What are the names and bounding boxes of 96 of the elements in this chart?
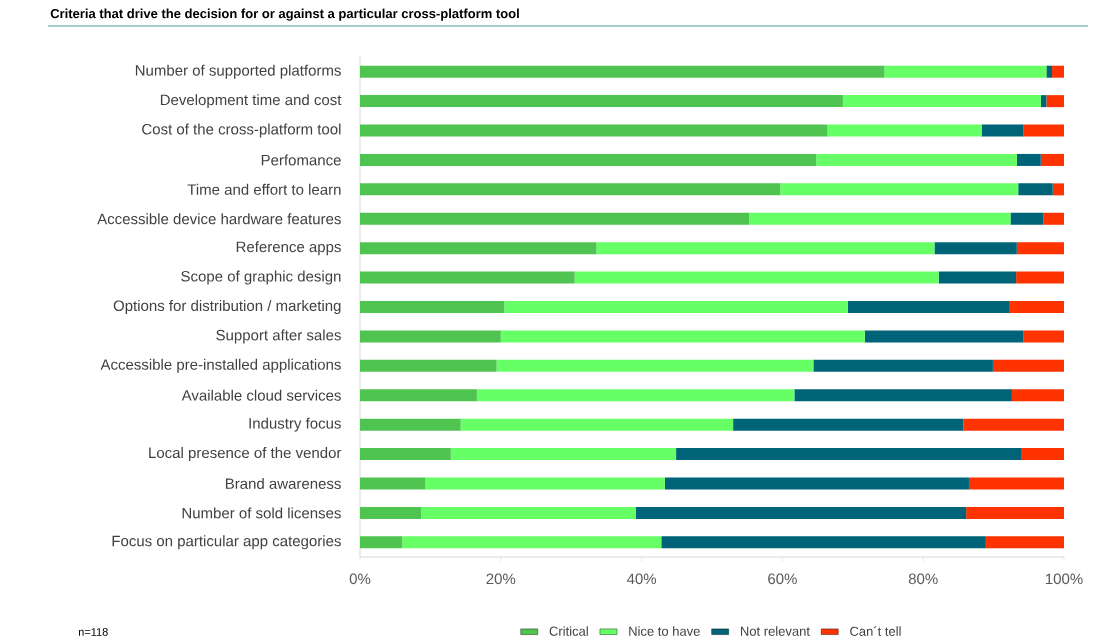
y-tick-label: Focus on particular app categories <box>112 535 341 550</box>
y-tick-label: Industry focus <box>249 417 341 432</box>
bar <box>966 506 1065 519</box>
bar <box>360 389 477 402</box>
bar <box>1052 65 1065 78</box>
bar <box>661 536 986 549</box>
bar <box>842 95 1041 108</box>
bar <box>402 536 662 549</box>
bar <box>813 359 993 372</box>
bar <box>360 65 885 78</box>
y-tick-label: Reference apps <box>236 241 341 256</box>
bar <box>938 271 1017 284</box>
legend-label: Not relevant <box>740 626 810 636</box>
bar <box>360 212 750 225</box>
bar <box>360 271 575 284</box>
bar <box>1046 95 1065 108</box>
bar <box>934 242 1017 255</box>
bar <box>1040 153 1065 166</box>
bar <box>1016 153 1041 166</box>
bar <box>1043 212 1065 225</box>
x-tick-label: 80% <box>908 573 938 585</box>
bar <box>496 359 814 372</box>
text: n=118 <box>78 628 108 636</box>
x-tick-label: 20% <box>486 573 516 585</box>
y-tick-label: Accessible device hardware features <box>97 213 341 225</box>
legend-label: Critical <box>549 626 588 636</box>
y-tick-label: Time and effort to learn <box>187 183 341 195</box>
bar <box>360 183 781 196</box>
bar <box>749 212 1011 225</box>
bar <box>360 448 451 461</box>
bar <box>504 301 848 314</box>
bar <box>360 153 817 166</box>
bar <box>992 359 1065 372</box>
y-tick-label: Scope of graphic design <box>181 270 341 285</box>
bar <box>1016 271 1065 284</box>
bar <box>985 536 1065 549</box>
bar <box>968 477 1065 490</box>
bar <box>1021 448 1065 461</box>
bar <box>794 389 1012 402</box>
legend-label: Can´t tell <box>850 626 901 636</box>
chart-title: Criteria that drive the decision for or against a particular cross-platform tool <box>50 8 519 21</box>
bar <box>421 506 636 519</box>
y-tick-label: Accessible pre-installed applications <box>100 358 341 373</box>
bar <box>780 183 1019 196</box>
bar <box>864 330 1024 343</box>
bar <box>1009 301 1065 314</box>
bar <box>1011 389 1065 402</box>
bar <box>1010 212 1044 225</box>
bar <box>664 477 969 490</box>
bar <box>1046 65 1053 78</box>
bar <box>450 448 677 461</box>
y-tick-label: Number of supported platforms <box>135 64 341 79</box>
bar <box>635 506 967 519</box>
y-tick-label: Options for distribution / marketing <box>113 300 341 314</box>
y-tick-label: Perfomance <box>261 154 341 166</box>
bar <box>360 242 597 255</box>
bar <box>476 389 795 402</box>
bar <box>360 301 505 314</box>
bar <box>847 301 1010 314</box>
y-tick-label: Available cloud services <box>181 389 341 401</box>
bar <box>360 506 422 519</box>
bar <box>1018 183 1053 196</box>
bar <box>596 242 935 255</box>
bar <box>1023 330 1065 343</box>
bar <box>360 95 843 108</box>
bar <box>425 477 665 490</box>
legend-label: Nice to have <box>629 626 700 636</box>
x-tick-label: 60% <box>768 573 797 585</box>
y-tick-label: Number of sold licenses <box>182 507 341 519</box>
x-tick-label: 100% <box>1045 573 1083 585</box>
y-tick-label: Cost of the cross-platform tool <box>142 123 341 138</box>
bar <box>574 271 939 284</box>
bar <box>981 124 1024 137</box>
bar <box>1052 183 1065 196</box>
bar <box>1023 124 1065 137</box>
bar <box>884 65 1047 78</box>
y-tick-label: Local presence of the vendor <box>149 447 342 462</box>
x-tick-label: 40% <box>626 573 657 585</box>
bar <box>360 124 828 137</box>
bar <box>733 418 964 431</box>
bar <box>676 448 1022 461</box>
x-tick-label: 0% <box>349 573 371 585</box>
y-tick-label: Support after sales <box>216 329 341 344</box>
bar <box>360 418 461 431</box>
bar <box>963 418 1065 431</box>
bar <box>360 477 426 490</box>
bar <box>460 418 734 431</box>
y-tick-label: Development time and cost <box>160 94 342 109</box>
bar <box>360 536 403 549</box>
y-tick-label: Brand awareness <box>225 477 341 489</box>
bar <box>360 359 497 372</box>
bar <box>500 330 865 343</box>
bar <box>1016 242 1065 255</box>
bar <box>827 124 982 137</box>
bar <box>360 330 501 343</box>
bar <box>816 153 1017 166</box>
